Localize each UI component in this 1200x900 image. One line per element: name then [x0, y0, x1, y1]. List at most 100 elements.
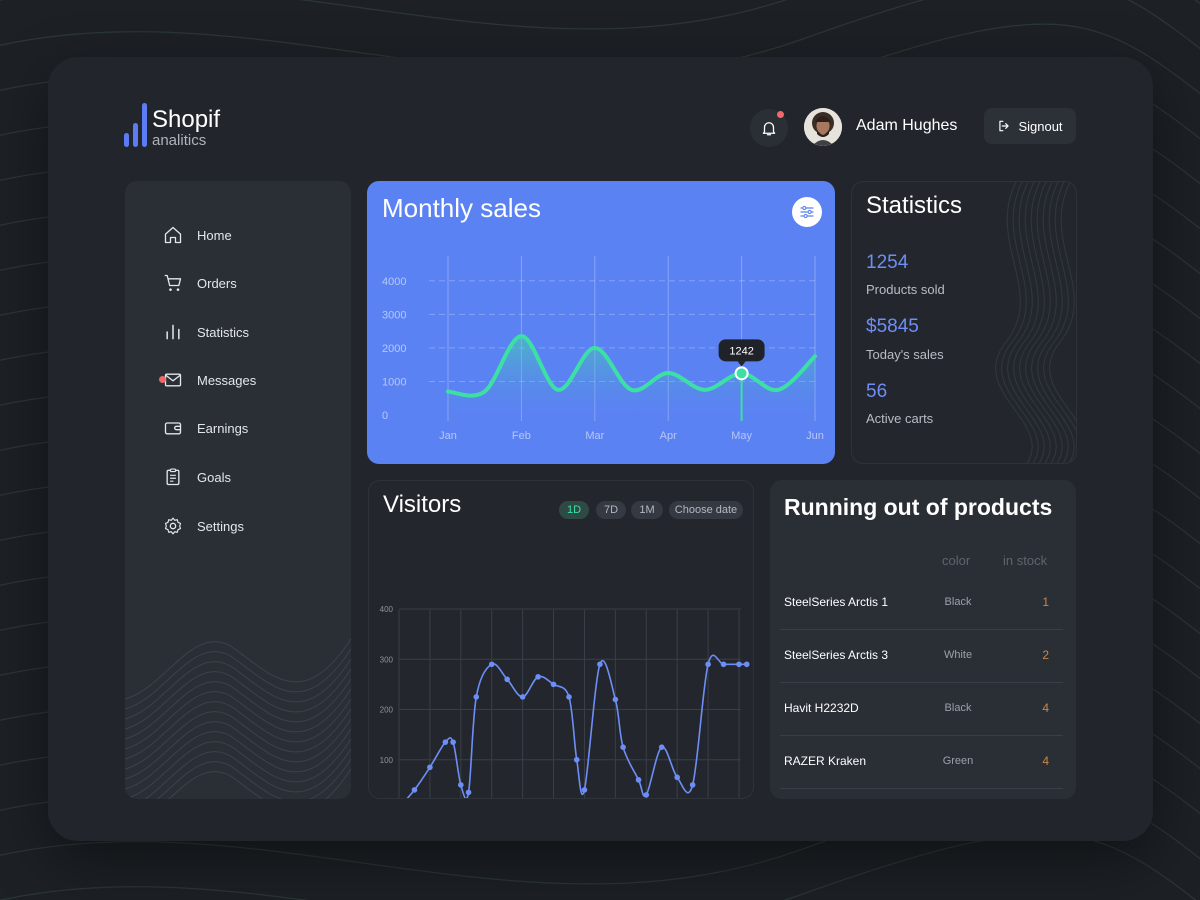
sidebar-item-statistics[interactable]: Statistics [163, 322, 249, 342]
visitors-data-point [597, 661, 603, 668]
sidebar-item-orders[interactable]: Orders [163, 273, 237, 293]
sales-x-tick-label: Mar [585, 430, 604, 442]
product-stock: 4 [1042, 701, 1049, 715]
visitors-data-point [519, 694, 526, 700]
products-sold-value: 1254 [866, 252, 909, 273]
product-color: Green [942, 755, 974, 767]
signout-button[interactable]: Signout [984, 108, 1076, 144]
sales-x-tick-label: Apr [660, 430, 677, 442]
statistics-wave-line [1019, 182, 1057, 463]
sidebar-item-label: Orders [197, 275, 237, 291]
sliders-icon [800, 205, 814, 219]
sales-x-tick-label: Jun [806, 430, 824, 442]
sales-y-tick-label: 3000 [382, 309, 406, 321]
statistics-wave-line [1001, 182, 1039, 463]
sidebar-wave-line [125, 688, 351, 750]
sidebar-item-label: Settings [197, 518, 244, 534]
statistics-wave-line [995, 182, 1033, 463]
sales-x-tick-label: Feb [512, 430, 531, 442]
visitors-data-point [573, 756, 580, 763]
sidebar-item-goals[interactable]: Goals [163, 467, 231, 487]
table-row[interactable]: SteelSeries Arctis 1 Black 1 [780, 577, 1063, 630]
bell-icon [762, 122, 776, 136]
visitors-data-point [736, 661, 742, 668]
clipboard-icon [163, 467, 183, 487]
product-color: Black [944, 596, 972, 608]
sales-y-tick-label: 4000 [382, 276, 406, 288]
sidebar-wave-line [125, 718, 351, 780]
running-out-title: Running out of products [784, 494, 1053, 520]
product-name: Havit H2232D [784, 701, 859, 715]
range-1m-button[interactable]: 1M [631, 501, 663, 519]
table-row[interactable]: SteelSeries Arctis 3 White 2 [780, 630, 1063, 683]
sales-tooltip-box [718, 339, 765, 362]
visitors-data-point [473, 694, 480, 700]
app-logo[interactable]: Shopif analitics [124, 103, 220, 149]
monthly-sales-card: 0 1000 2000 3000 4000 Jan Feb Mar Apr May Jun 1242 … [367, 181, 835, 464]
visitors-title: Visitors [383, 491, 462, 518]
range-7d-button[interactable]: 7D [596, 501, 626, 519]
sales-y-tick-label: 2000 [382, 343, 406, 355]
visitors-data-point [643, 792, 650, 798]
statistics-wave-line [1043, 182, 1076, 463]
statistics-wave-line [1031, 182, 1069, 463]
product-stock: 1 [1042, 595, 1049, 609]
statistics-wave-line [1049, 182, 1076, 421]
visitors-data-point [658, 744, 665, 750]
visitors-data-point [488, 661, 495, 668]
visitors-data-point [550, 681, 557, 688]
sidebar-item-messages[interactable]: Messages [159, 370, 257, 390]
sidebar-wave-line [125, 698, 351, 760]
chart-filter-button[interactable] [792, 197, 822, 227]
avatar[interactable] [804, 108, 842, 146]
product-color: White [943, 649, 973, 661]
visitors-data-point [620, 744, 626, 750]
visitors-data-point [720, 661, 727, 668]
dashboard-window: Shopif analitics Adam Hughes Signout [48, 57, 1153, 841]
active-carts-value: 56 [866, 381, 888, 402]
mail-icon [159, 370, 183, 390]
visitors-data-point [635, 777, 642, 783]
sidebar-item-label: Goals [197, 469, 231, 485]
todays-sales-label: Today's sales [866, 347, 944, 362]
sidebar-item-home[interactable]: Home [163, 225, 232, 245]
choose-date-button[interactable]: Choose date [669, 501, 743, 519]
visitors-y-tick-label: 100 [380, 756, 394, 765]
visitors-series-line [406, 654, 747, 798]
sales-series-line [446, 334, 817, 398]
statistics-wave-line [1025, 182, 1063, 463]
visitors-data-point [504, 676, 510, 683]
table-row[interactable]: RAZER Kraken Green 4 [780, 736, 1063, 789]
sidebar-item-label: Earnings [197, 420, 249, 436]
product-name: RAZER Kraken [784, 754, 867, 768]
monthly-sales-title: Monthly sales [382, 193, 541, 223]
user-name[interactable]: Adam Hughes [856, 117, 958, 134]
cart-icon [163, 273, 183, 293]
range-1d-button[interactable]: 1D [559, 501, 589, 519]
products-sold-label: Products sold [866, 282, 945, 297]
product-stock: 2 [1042, 648, 1049, 662]
app-subtitle: analitics [152, 132, 207, 149]
stock-column-header: in stock [1003, 553, 1048, 568]
sidebar: Home Orders Statistics Messages Ear [125, 181, 351, 799]
visitors-data-point [566, 694, 572, 700]
sales-x-tick-label: May [731, 430, 752, 442]
visitors-y-tick-label: 400 [380, 605, 394, 614]
sidebar-item-earnings[interactable]: Earnings [163, 418, 248, 438]
sidebar-item-label: Statistics [197, 324, 250, 340]
sidebar-item-settings[interactable]: Settings [163, 516, 244, 536]
visitors-y-tick-label: 200 [380, 706, 394, 715]
sidebar-wave-decoration [125, 638, 351, 799]
active-carts-label: Active carts [866, 411, 934, 426]
wallet-icon [163, 418, 183, 438]
sidebar-wave-line [125, 648, 351, 710]
visitors-data-point [427, 764, 433, 771]
statistics-wave-decoration [995, 182, 1076, 463]
product-stock: 4 [1042, 754, 1049, 768]
notifications-button[interactable] [750, 109, 788, 147]
sidebar-item-label: Messages [197, 372, 257, 388]
table-row[interactable]: Havit H2232D Black 4 [780, 683, 1063, 736]
gear-icon [163, 516, 183, 536]
visitors-data-point [674, 774, 680, 781]
statistics-wave-line [1037, 182, 1075, 463]
